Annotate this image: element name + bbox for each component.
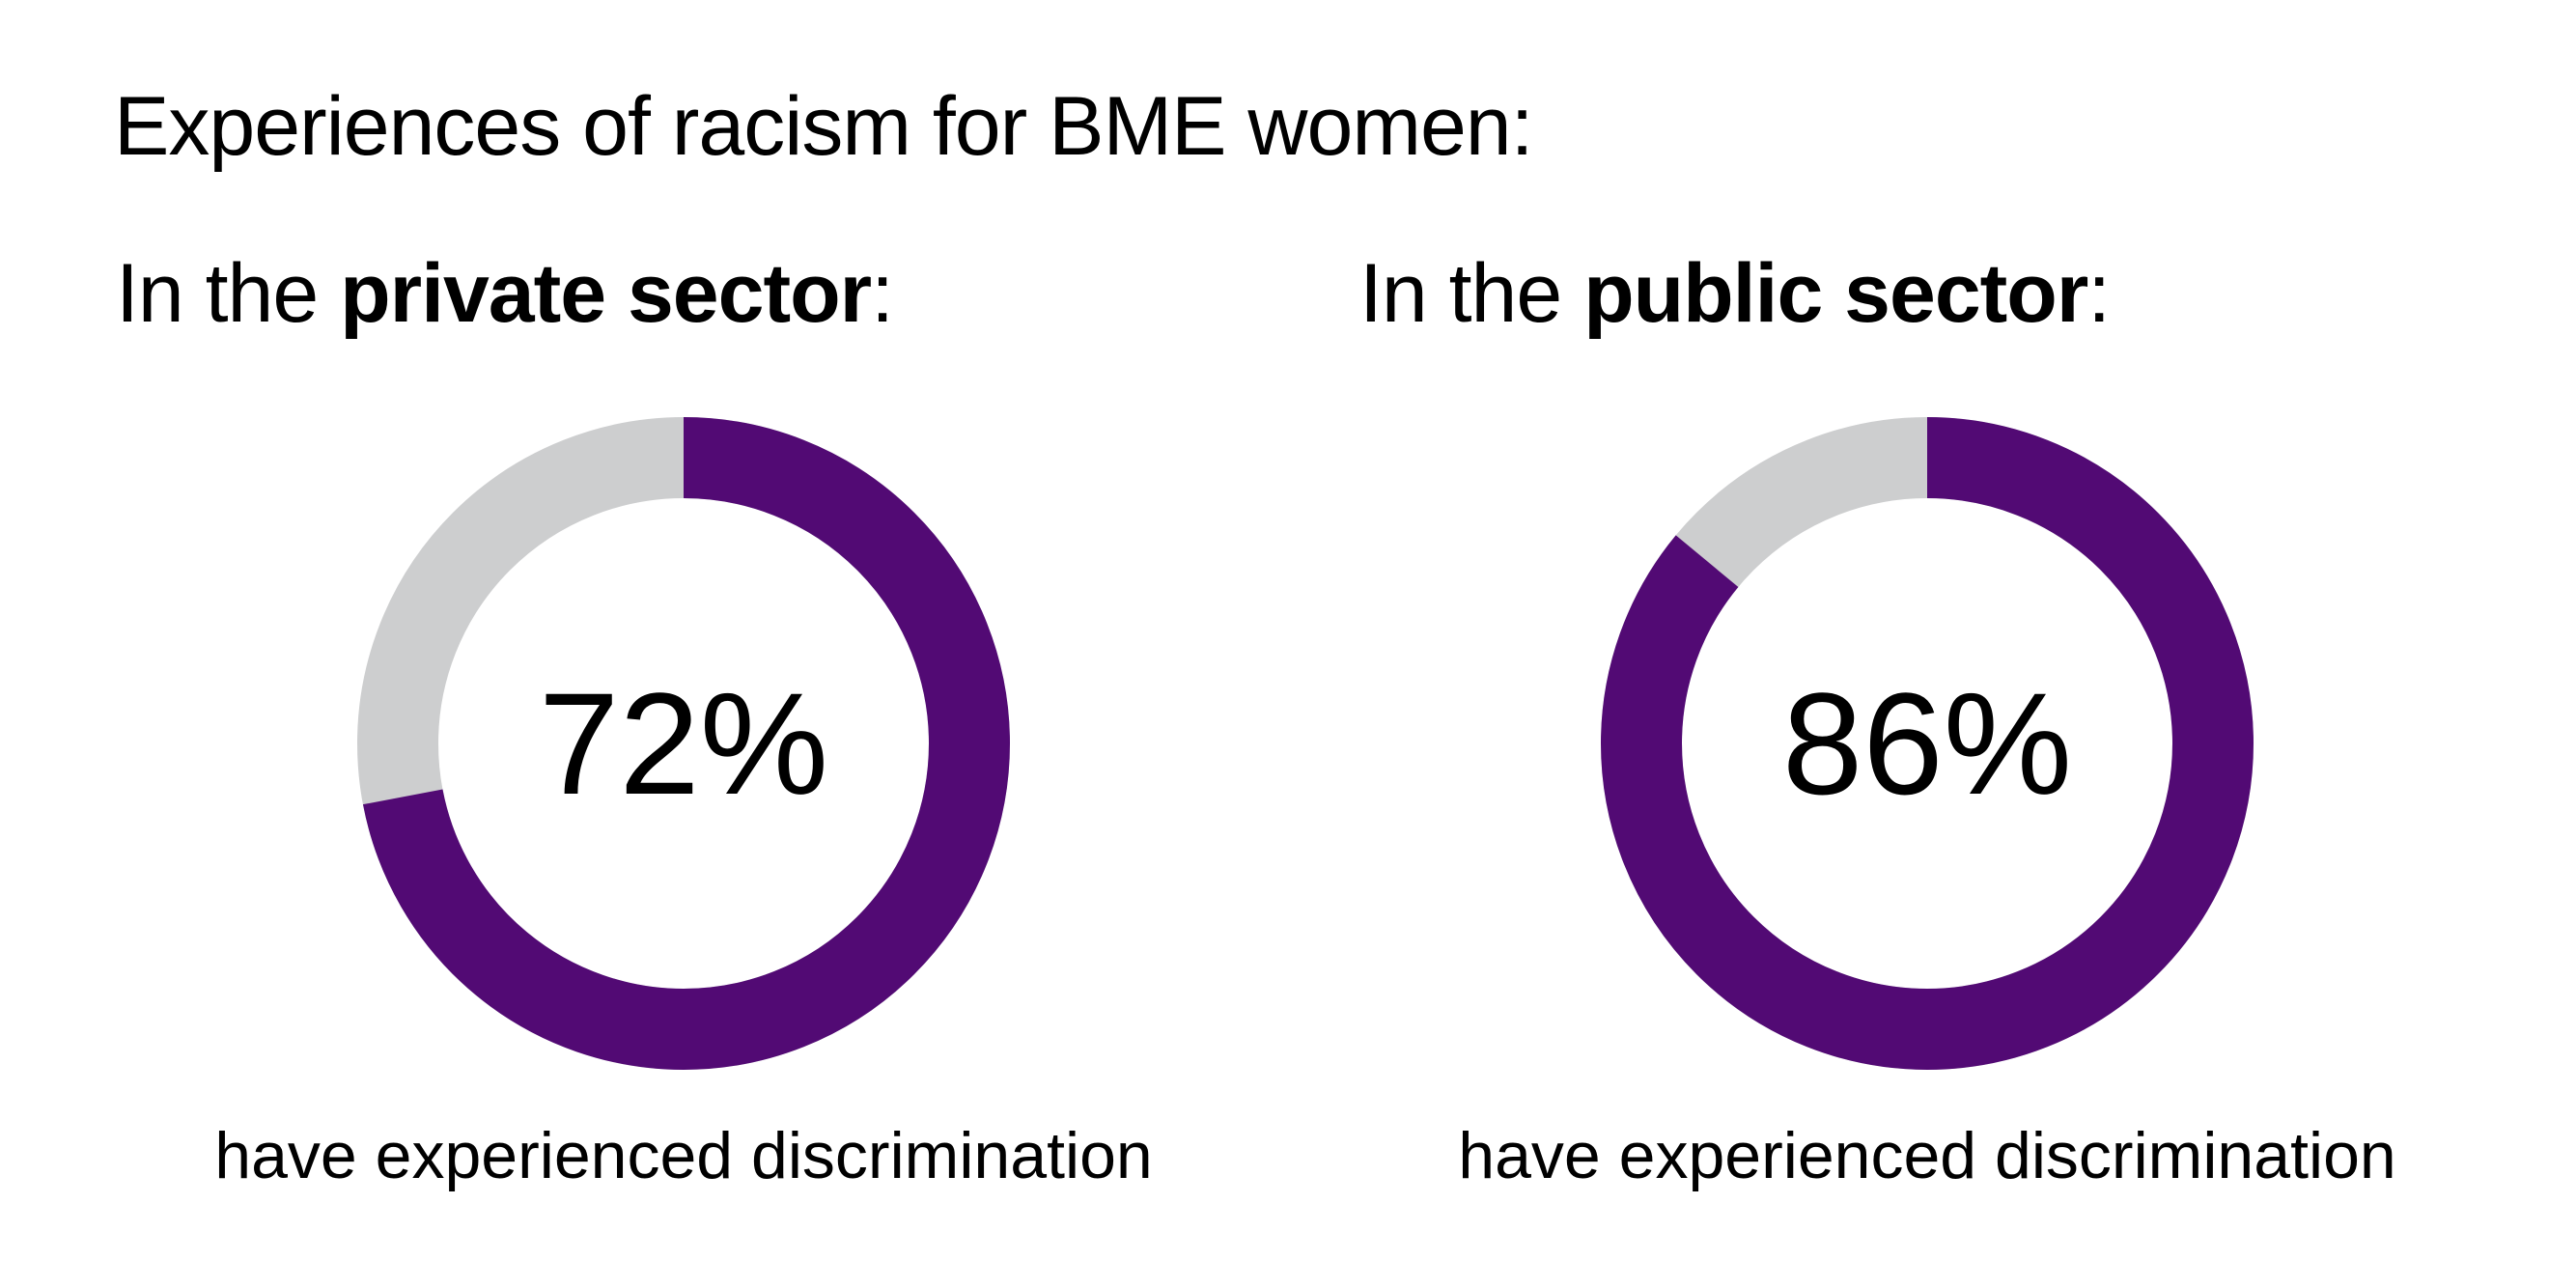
donut-public-svg xyxy=(1601,417,2254,1070)
donut-private-svg xyxy=(357,417,1010,1070)
caption-private: have experienced discrimination xyxy=(214,1119,1153,1192)
panel-title-private: In the private sector: xyxy=(116,247,894,340)
panel-title-public: In the public sector: xyxy=(1359,247,2111,340)
caption-public: have experienced discrimination xyxy=(1458,1119,2396,1192)
percentage-label-public: 86% xyxy=(1781,661,2073,825)
donut-chart-public: 86% xyxy=(1589,406,2265,1081)
chart-title: Experiences of racism for BME women: xyxy=(114,80,1534,173)
percentage-label-private: 72% xyxy=(538,661,829,825)
donut-chart-private: 72% xyxy=(346,406,1022,1081)
